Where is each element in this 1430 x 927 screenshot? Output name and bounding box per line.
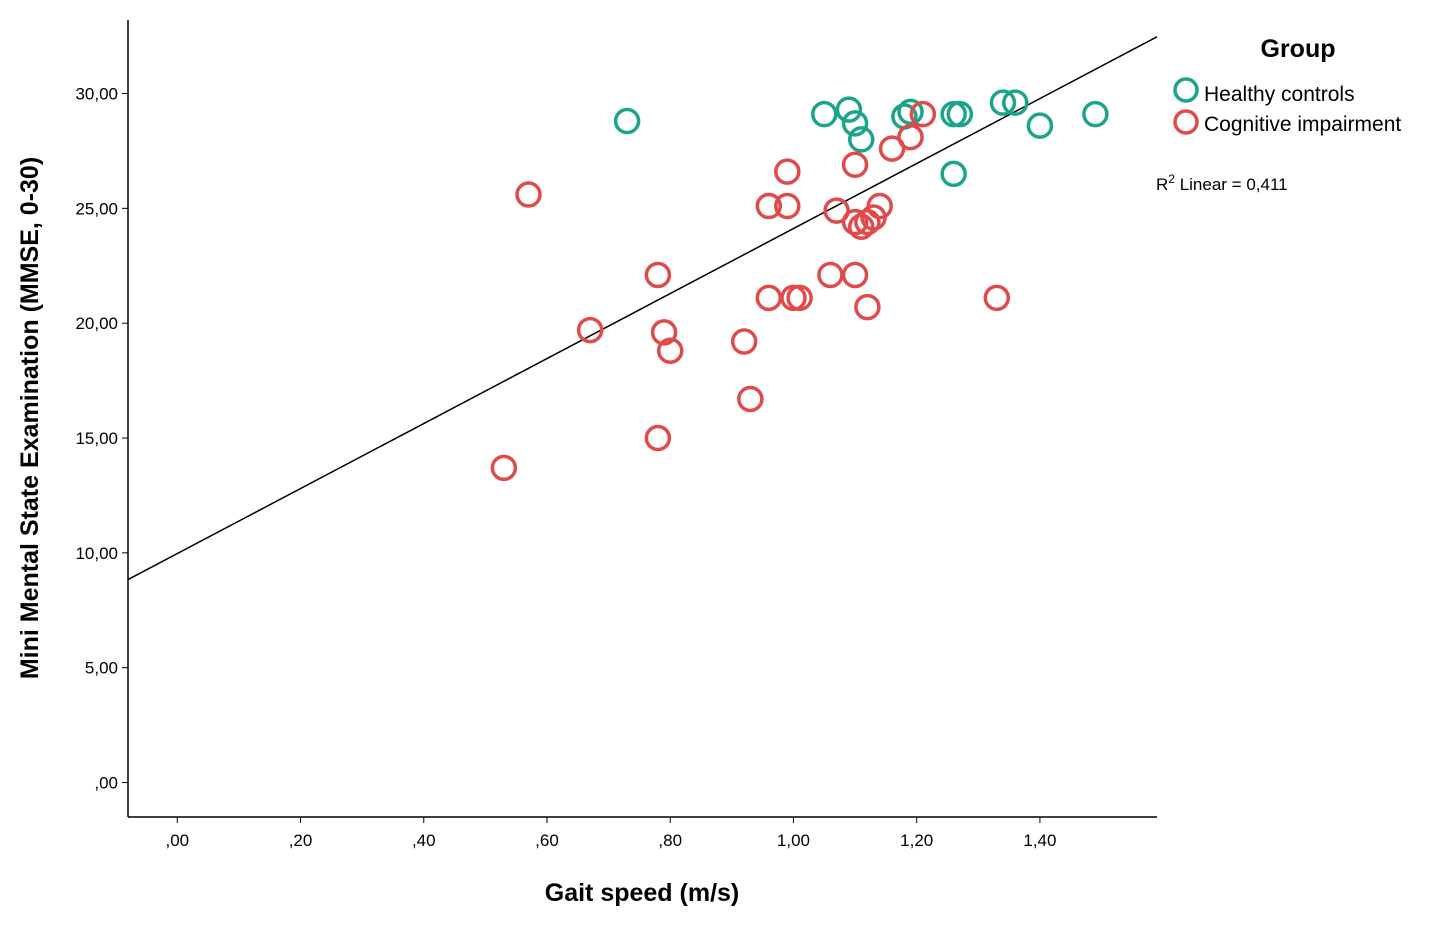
legend-label-cognitive-impairment: Cognitive impairment — [1204, 113, 1401, 136]
x-tick-label: 1,40 — [1023, 831, 1056, 850]
point-healthy-controls — [841, 110, 869, 137]
point-cognitive-impairment — [730, 328, 758, 355]
point-cognitive-impairment — [737, 385, 764, 413]
x-tick-label: ,60 — [535, 831, 559, 850]
y-tick-label: 30,00 — [75, 84, 118, 103]
x-tick-label: ,80 — [658, 831, 682, 850]
linear-fit-line — [127, 36, 1158, 581]
point-cognitive-impairment — [786, 284, 813, 312]
point-cognitive-impairment — [841, 208, 869, 236]
point-cognitive-impairment — [878, 135, 906, 162]
point-cognitive-impairment — [866, 192, 893, 220]
point-cognitive-impairment — [644, 261, 672, 289]
point-healthy-controls — [847, 126, 875, 153]
y-axis-title: Mini Mental State Examination (MMSE, 0-3… — [16, 157, 44, 679]
legend-title: Group — [1261, 35, 1336, 63]
legend-marker-cognitive-impairment — [1173, 109, 1199, 135]
y-tick-label: 10,00 — [75, 544, 118, 563]
point-cognitive-impairment — [774, 158, 801, 185]
y-tick-label: 20,00 — [75, 314, 118, 333]
point-healthy-controls — [613, 107, 641, 135]
legend-label-healthy-controls: Healthy controls — [1204, 83, 1355, 106]
point-healthy-controls — [1002, 89, 1029, 116]
point-cognitive-impairment — [909, 100, 937, 128]
point-cognitive-impairment — [841, 151, 869, 178]
point-cognitive-impairment — [841, 261, 869, 289]
point-cognitive-impairment — [650, 319, 678, 346]
point-cognitive-impairment — [656, 337, 684, 364]
y-tick-label: 15,00 — [75, 429, 118, 448]
point-cognitive-impairment — [576, 316, 604, 344]
legend: Group Healthy controls Cognitive impairm… — [1173, 35, 1401, 136]
r-squared-prefix: R — [1156, 175, 1168, 194]
point-healthy-controls — [1082, 100, 1109, 128]
x-tick-label: 1,20 — [900, 831, 933, 850]
point-cognitive-impairment — [755, 192, 783, 220]
point-cognitive-impairment — [490, 454, 518, 482]
x-tick-label: ,20 — [289, 831, 313, 850]
x-tick-group: ,00 ,20 ,40 ,60 ,80 1,00 1,20 1,40 — [165, 817, 1056, 850]
point-healthy-controls — [835, 96, 863, 123]
y-tick-label: ,00 — [94, 774, 118, 793]
point-cognitive-impairment — [823, 197, 850, 224]
point-healthy-controls — [946, 100, 974, 128]
point-cognitive-impairment — [755, 284, 783, 312]
x-tick-label: ,00 — [165, 831, 189, 850]
r-squared-value: Linear = 0,411 — [1175, 175, 1288, 194]
point-healthy-controls — [811, 100, 838, 128]
point-cognitive-impairment — [644, 424, 672, 452]
point-cognitive-impairment — [774, 192, 801, 220]
point-cognitive-impairment — [854, 293, 881, 321]
y-tick-label: 5,00 — [85, 659, 118, 678]
legend-marker-healthy-controls — [1173, 77, 1199, 103]
point-healthy-controls — [940, 160, 967, 188]
r-squared-annotation: R2 Linear = 0,411 — [1156, 172, 1288, 194]
point-cognitive-impairment — [515, 181, 542, 208]
point-cognitive-impairment — [983, 284, 1011, 312]
point-healthy-controls — [897, 98, 924, 126]
x-tick-label: ,40 — [412, 831, 436, 850]
data-points — [490, 89, 1109, 482]
point-healthy-controls — [989, 89, 1017, 116]
r-squared-superscript: 2 — [1168, 172, 1175, 186]
y-tick-group: ,00 5,00 10,00 15,00 20,00 25,00 30,00 — [75, 84, 128, 793]
point-cognitive-impairment — [817, 261, 844, 289]
x-tick-label: 1,00 — [777, 831, 810, 850]
y-tick-label: 25,00 — [75, 199, 118, 218]
point-healthy-controls — [1026, 112, 1054, 139]
point-cognitive-impairment — [897, 123, 924, 151]
x-axis-title: Gait speed (m/s) — [545, 879, 740, 907]
